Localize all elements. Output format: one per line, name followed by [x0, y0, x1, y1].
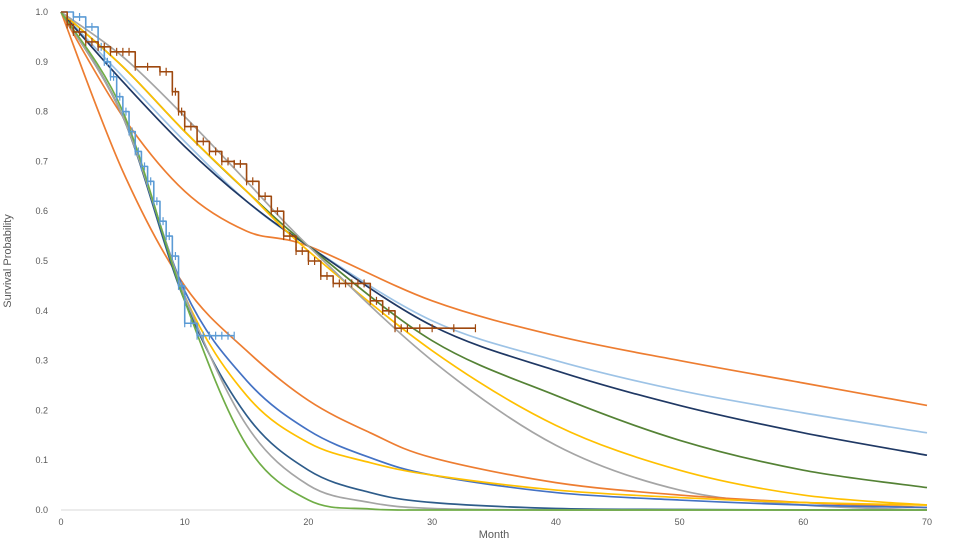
y-tick-label: 0.2 [35, 405, 48, 415]
x-tick-label: 40 [551, 517, 561, 527]
x-tick-label: 50 [675, 517, 685, 527]
x-tick-label: 10 [180, 517, 190, 527]
y-tick-label: 0.8 [35, 107, 48, 117]
fitted-curve-line [60, 11, 927, 511]
y-tick-label: 0.5 [35, 256, 48, 266]
km-step-series [61, 11, 235, 340]
fitted-curve-series [60, 11, 928, 407]
fitted-curve-line [60, 11, 928, 489]
fitted-curve-line [60, 11, 927, 511]
y-tick-label: 0.7 [35, 156, 48, 166]
fitted-curve-series [60, 11, 928, 509]
y-axis-ticks: 0.0 0.1 0.2 0.3 0.4 0.5 0.6 0.7 0.8 0.9 1.0 [35, 7, 48, 515]
fitted-curve-series [60, 11, 927, 511]
x-axis-title: Month [479, 529, 510, 541]
y-tick-label: 0.4 [35, 306, 48, 316]
fitted-curve-series [60, 11, 928, 506]
x-axis-ticks: 0 10 20 30 40 50 60 70 [58, 517, 932, 527]
x-tick-label: 20 [303, 517, 313, 527]
fitted-curve-series [60, 11, 928, 489]
km-step-line [61, 11, 235, 337]
y-tick-label: 0.9 [35, 57, 48, 67]
series-layer [60, 11, 928, 511]
y-tick-label: 0.0 [35, 505, 48, 515]
y-axis-title: Survival Probability [2, 214, 14, 308]
fitted-curve-series [60, 11, 928, 511]
fitted-curve-line [60, 11, 928, 457]
fitted-curve-series [60, 11, 928, 511]
fitted-curve-line [60, 11, 928, 509]
fitted-curve-series [60, 11, 927, 511]
fitted-curve-line [60, 11, 928, 509]
x-tick-label: 0 [58, 517, 63, 527]
x-tick-label: 60 [798, 517, 808, 527]
y-tick-label: 1.0 [35, 7, 48, 17]
km-step-series [61, 11, 477, 333]
fitted-curve-line [60, 11, 928, 506]
y-tick-label: 0.1 [35, 455, 48, 465]
fitted-curve-line [60, 11, 928, 511]
fitted-curve-line [60, 11, 928, 434]
fitted-curve-series [60, 11, 928, 509]
fitted-curve-series [60, 11, 928, 434]
y-tick-label: 0.3 [35, 356, 48, 366]
fitted-curve-line [60, 11, 928, 407]
x-tick-label: 30 [427, 517, 437, 527]
fitted-curve-line [60, 11, 928, 511]
x-tick-label: 70 [922, 517, 932, 527]
fitted-curve-series [60, 11, 928, 457]
y-tick-label: 0.6 [35, 206, 48, 216]
